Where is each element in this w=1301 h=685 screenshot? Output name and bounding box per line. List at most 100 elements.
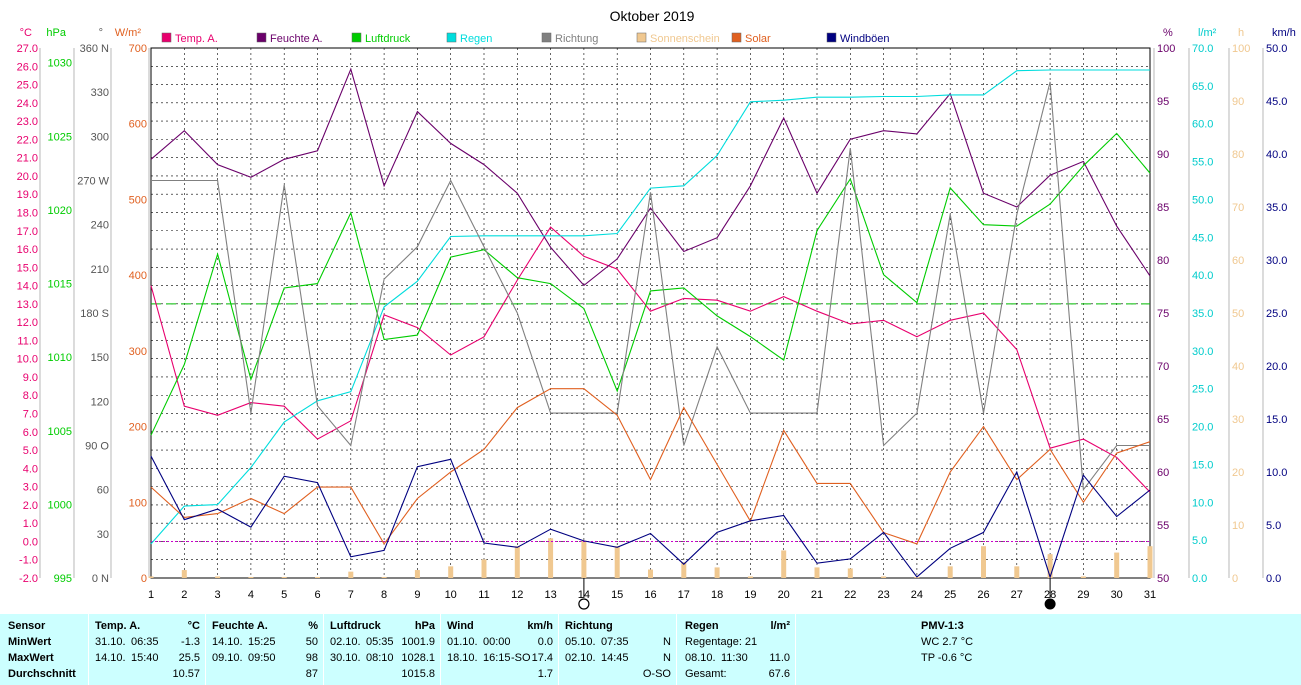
temp-tick-label: 0.0 [23,536,38,548]
humidity-tick-label: 85 [1157,202,1169,214]
rain-total-label: Gesamt: [685,668,727,680]
wind-tick-label: 50.0 [1266,43,1287,55]
press-max-date: 30.10. [330,652,361,664]
x-tick-label: 20 [778,589,790,601]
rain-unit-label: l/m² [1198,27,1217,39]
sunshine-bar [448,566,454,578]
x-tick-label: 12 [511,589,523,601]
pressure-tick-label: 995 [54,573,72,585]
temp-tick-label: 19.0 [17,189,38,201]
sunshine-tick-label: 100 [1232,43,1250,55]
solar-tick-label: 700 [129,43,147,55]
legend-label: Sonnenschein [650,33,720,45]
rain-max-date: 08.10. [685,652,716,664]
temp-tick-label: 7.0 [23,409,38,421]
x-tick-label: 15 [611,589,623,601]
legend-label: Solar [745,33,771,45]
press-unit: hPa [414,620,435,632]
x-tick-label: 1 [148,589,154,601]
wind-max-value: 17.4 [531,652,553,664]
x-tick-label: 6 [314,589,320,601]
legend-swatch [161,32,172,43]
hum-max-date: 09.10. [212,652,243,664]
stats-temp: Temp. A. °C 31.10. 06:35 -1.3 14.10. 15:40 25… [88,614,206,685]
rain-days: Regentage: 21 [685,636,758,648]
rain-unit: l/m² [770,620,790,632]
rain-tick-label: 5.0 [1192,535,1207,547]
rain-tick-label: 10.0 [1192,497,1213,509]
temp-tick-label: 25.0 [17,80,38,92]
temp-min-value: -1.3 [181,636,200,648]
series-line-solar [150,388,1151,545]
rain-tick-label: 25.0 [1192,384,1213,396]
solar-tick-label: 300 [129,346,147,358]
x-tick-label: 4 [248,589,254,601]
temp-tick-label: 13.0 [17,299,38,311]
pressure-tick-label: 1030 [48,58,72,70]
pressure-tick-label: 1015 [48,279,72,291]
wind-min-time: 00:00 [483,636,511,648]
legend-swatch [351,32,362,43]
sunshine-bar [814,567,820,578]
humidity-tick-label: 80 [1157,255,1169,267]
pressure-tick-label: 1025 [48,131,72,143]
humidity-tick-label: 90 [1157,149,1169,161]
direction-tick-label: 30 [97,529,109,541]
stats-wind: Wind km/h 01.10. 00:00 0.0 18.10. 16:15 -SO 17… [440,614,559,685]
temp-tick-label: 14.0 [17,281,38,293]
dir-header: Richtung [565,620,613,632]
sunshine-bar [348,571,354,578]
temp-max-date: 14.10. [95,652,126,664]
direction-tick-label: 330 [91,87,109,99]
x-tick-label: 17 [678,589,690,601]
humidity-tick-label: 95 [1157,96,1169,108]
dir-max-date: 02.10. [565,652,596,664]
sunshine-bar [714,567,720,578]
legend: Temp. A. Feuchte A. Luftdruck Regen Richtung… [161,32,890,45]
wind-tick-label: 35.0 [1266,202,1287,214]
press-max-value: 1028.1 [401,652,435,664]
dir-avg-value: O-SO [642,668,671,680]
rain-tick-label: 60.0 [1192,119,1213,131]
x-tick-label: 3 [215,589,221,601]
temp-tick-label: 18.0 [17,207,38,219]
stats-rain: Regen l/m² Regentage: 21 08.10. 11:30 11.0 … [676,614,796,685]
rain-max-time: 11:30 [721,652,748,664]
temp-tick-label: 17.0 [17,226,38,238]
pmv-tp: TP -0.6 °C [921,652,973,664]
pressure-unit-label: hPa [46,27,66,39]
legend-swatch [826,32,837,43]
temp-unit-label: °C [20,27,32,39]
stats-pressure: Luftdruck hPa 02.10. 05:35 1001.9 30.10. 08:… [323,614,441,685]
temp-tick-label: 26.0 [17,61,38,73]
wind-tick-label: 20.0 [1266,361,1287,373]
x-tick-label: 7 [348,589,354,601]
temp-unit: °C [187,620,200,632]
x-tick-label: 22 [844,589,856,601]
temp-tick-label: 6.0 [23,427,38,439]
wind-avg-value: 1.7 [537,668,553,680]
temp-tick-label: 21.0 [17,153,38,165]
wind-tick-label: 0.0 [1266,573,1281,585]
temp-tick-label: 5.0 [23,445,38,457]
wind-tick-label: 10.0 [1266,467,1287,479]
press-min-date: 02.10. [330,636,361,648]
sunshine-bar [947,566,953,578]
direction-tick-label: 240 [91,220,109,232]
rain-tick-label: 35.0 [1192,308,1213,320]
x-tick-label: 8 [381,589,387,601]
direction-tick-label: 360 N [80,43,109,55]
direction-unit-label: ° [99,27,103,39]
sunshine-bar [847,568,853,578]
sunshine-tick-label: 10 [1232,520,1244,532]
wind-unit: km/h [527,620,553,632]
series-line-luftdruck [150,132,1151,436]
temp-tick-label: 24.0 [17,98,38,110]
x-tick-label: 26 [977,589,989,601]
legend-swatch [636,32,647,43]
sunshine-tick-label: 40 [1232,361,1244,373]
direction-tick-label: 270 W [77,176,109,188]
temp-tick-label: 2.0 [23,500,38,512]
sunshine-tick-label: 0 [1232,573,1238,585]
sunshine-bar [1014,566,1020,578]
